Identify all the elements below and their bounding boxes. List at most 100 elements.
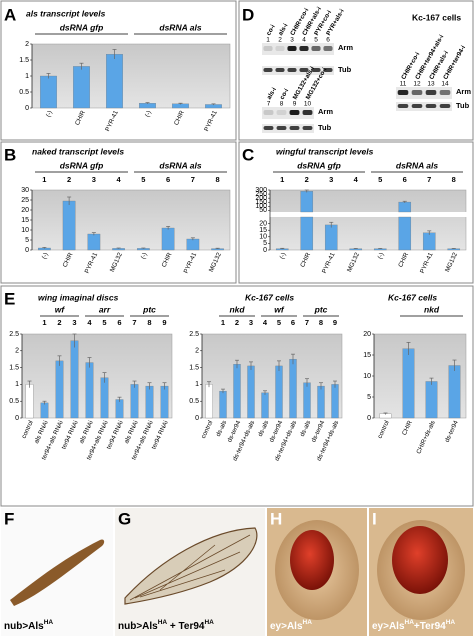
blot-bg <box>262 66 334 75</box>
lane-number: 1 <box>42 318 46 327</box>
y-tick-label: 10 <box>21 227 29 234</box>
y-tick-label: 20 <box>21 207 29 214</box>
lane-number: 4 <box>87 318 92 327</box>
band <box>263 126 274 130</box>
y-tick-label: 100 <box>255 203 267 210</box>
bar <box>106 54 123 109</box>
group-label: dsRNA gfp <box>60 160 104 170</box>
band <box>289 126 300 130</box>
band <box>425 90 437 95</box>
lane-number: 3 <box>72 318 76 327</box>
panel-letter: C <box>242 145 254 164</box>
lane-number: 1 <box>266 37 270 44</box>
lane-label: co-i <box>265 23 277 36</box>
panel-letter: F <box>4 509 14 528</box>
x-tick-label: CHIR <box>161 251 174 268</box>
x-tick-label: PYR-41 <box>183 251 199 274</box>
band <box>302 110 313 115</box>
band <box>289 110 300 115</box>
x-tick-label: als RNAi <box>78 420 95 445</box>
lane-number: 5 <box>102 318 106 327</box>
bar <box>85 362 94 419</box>
chart-title: als transcript levels <box>26 8 106 18</box>
lane-number: 8 <box>452 175 456 184</box>
label-part: nub>Als <box>4 621 44 632</box>
x-tick-label: (-) <box>45 110 54 119</box>
y-tick-label: 2 <box>15 348 19 355</box>
y-tick-label: 0.5 <box>189 398 199 405</box>
panel-letter: D <box>242 5 254 24</box>
label-part: HA <box>44 619 54 626</box>
lane-number: 4 <box>263 318 268 327</box>
x-tick-label: CHIR <box>299 251 312 268</box>
bar <box>300 216 314 251</box>
lane-number: 3 <box>290 37 294 44</box>
y-tick-label: 0 <box>15 415 19 422</box>
panel-letter: A <box>4 5 16 24</box>
lane-number: 3 <box>329 175 333 184</box>
lane-number: 7 <box>305 318 309 327</box>
x-tick-label: control <box>20 420 34 440</box>
band <box>439 90 451 95</box>
label-part: HA <box>204 619 214 626</box>
band <box>276 110 287 115</box>
x-tick-label: PYR-41 <box>84 251 100 274</box>
label-part: nub>Als <box>118 621 158 632</box>
x-tick-label: control <box>376 420 390 440</box>
band <box>299 46 309 51</box>
band <box>263 110 274 115</box>
lane-number: 9 <box>333 318 337 327</box>
lane-number: 6 <box>291 318 295 327</box>
lane-number: 7 <box>191 175 195 184</box>
lane-number: 1 <box>221 318 225 327</box>
x-tick-label: als RNAi <box>123 420 140 445</box>
bar <box>300 191 314 213</box>
bar <box>139 103 156 109</box>
bar <box>87 233 101 251</box>
chart-title: Kc-167 cells <box>245 292 294 302</box>
panel-letter: I <box>372 509 377 528</box>
y-tick-label: 5 <box>367 394 371 401</box>
y-tick-label: 300 <box>255 187 267 194</box>
plot-area <box>269 189 467 251</box>
band <box>275 46 285 51</box>
bar <box>70 340 79 419</box>
y-tick-label: 150 <box>255 199 267 206</box>
lane-number: 2 <box>67 175 71 184</box>
x-tick-label: CHIR <box>173 109 186 126</box>
band <box>276 126 287 130</box>
group-label: wf <box>55 304 66 314</box>
blot-title: Kc-167 cells <box>412 12 461 22</box>
band <box>311 46 321 51</box>
y-tick-label: 200 <box>255 195 267 202</box>
y-tick-label: 50 <box>259 207 267 214</box>
label-part: HA <box>405 619 415 626</box>
plot-area <box>31 189 231 251</box>
plot-area <box>31 43 231 109</box>
band <box>263 46 273 51</box>
panel-letter: H <box>270 509 282 528</box>
bar <box>448 365 461 419</box>
row-label: Tub <box>318 123 332 132</box>
lane-number: 4 <box>117 175 122 184</box>
band <box>397 90 409 95</box>
group-label: dsRNA als <box>159 22 201 32</box>
lane-number: 1 <box>280 175 284 184</box>
row-label: Tub <box>456 101 470 110</box>
y-tick-label: 2.5 <box>9 331 19 338</box>
bar <box>55 360 64 419</box>
lane-number: 9 <box>162 318 166 327</box>
y-tick-label: 2 <box>195 348 199 355</box>
x-tick-label: als RNAi <box>33 420 50 445</box>
y-tick-label: 1 <box>25 73 29 80</box>
band <box>302 126 313 130</box>
lane-number: 2 <box>235 318 239 327</box>
band <box>411 104 423 108</box>
group-label: wf <box>274 304 285 314</box>
x-tick-label: control <box>200 420 214 440</box>
panel-letter: B <box>4 145 16 164</box>
bar <box>100 377 109 419</box>
bar <box>40 402 49 419</box>
y-tick-label: 10 <box>363 373 371 380</box>
